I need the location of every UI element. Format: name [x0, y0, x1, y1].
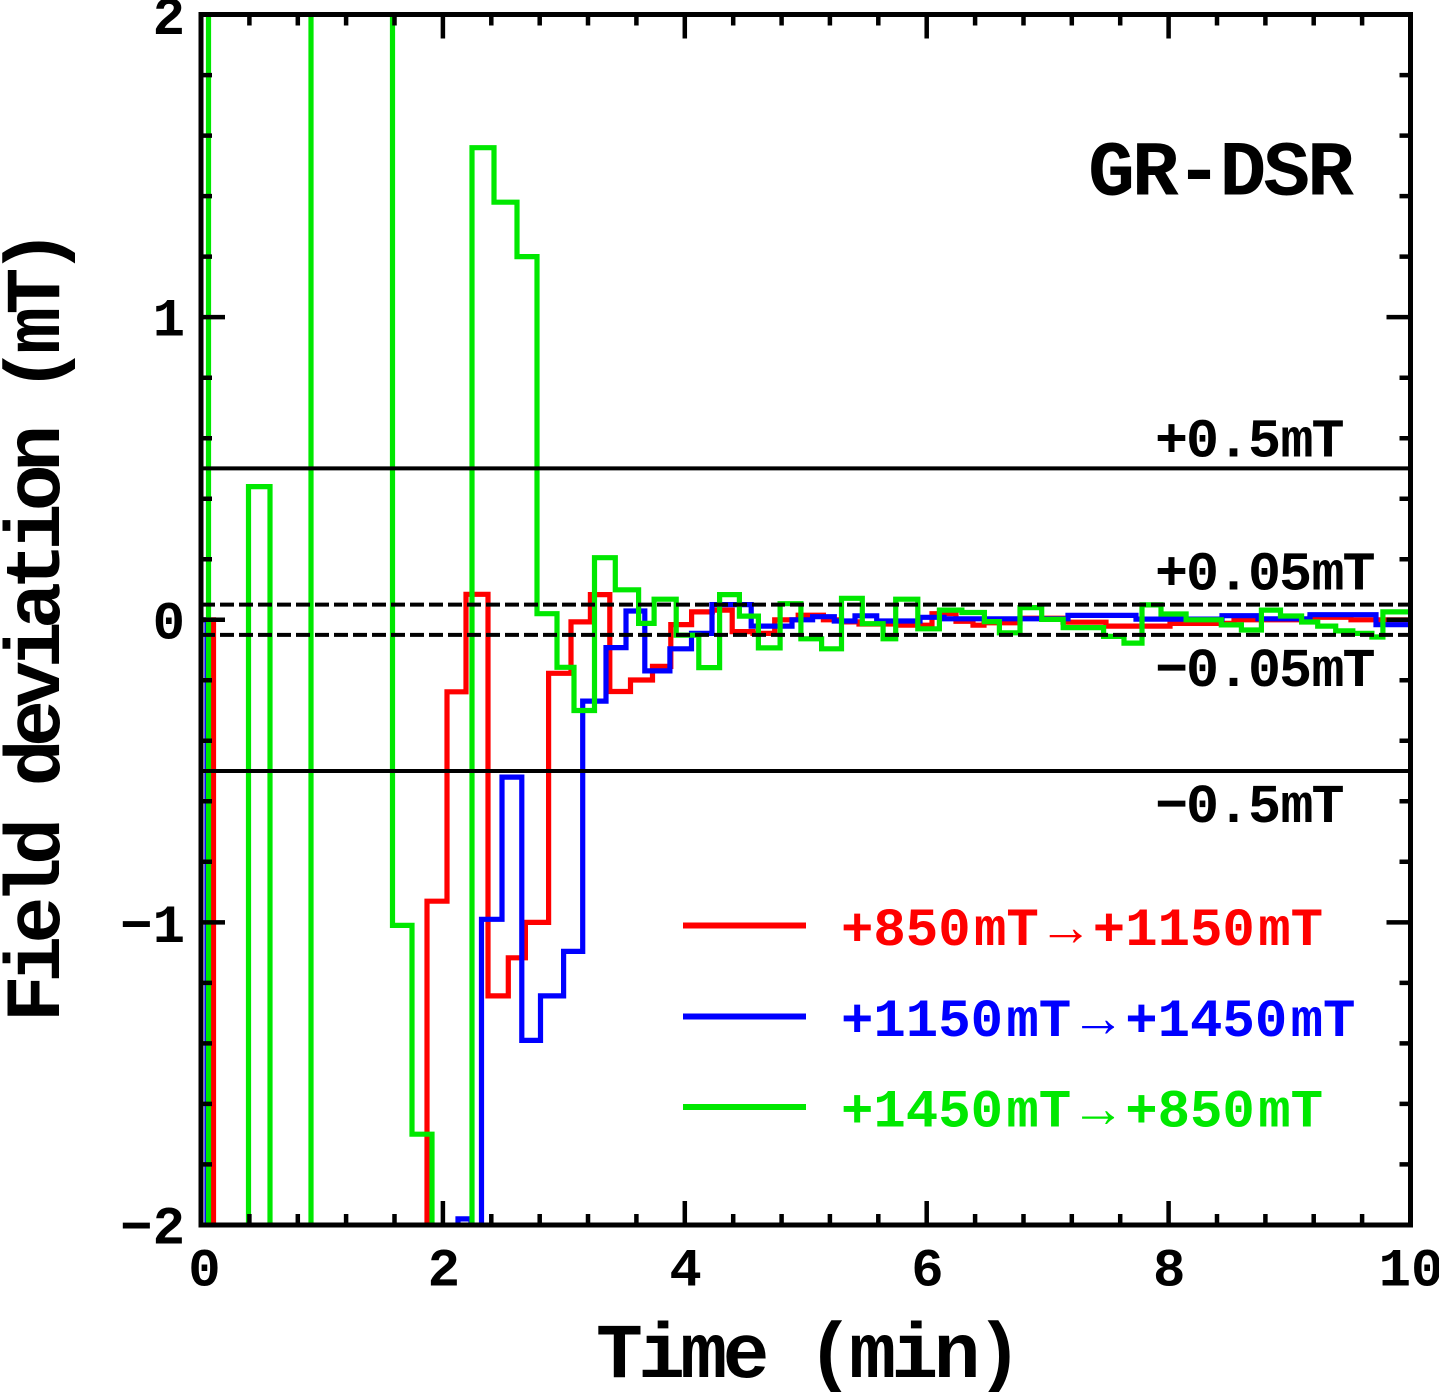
svg-text:8: 8 — [1153, 1242, 1185, 1303]
svg-text:−1: −1 — [120, 898, 185, 959]
svg-text:0: 0 — [153, 594, 185, 655]
svg-text:6: 6 — [911, 1242, 943, 1303]
svg-text:+1150 mT → +1450 mT: +1150 mT → +1450 mT — [841, 992, 1355, 1053]
svg-text:4: 4 — [669, 1242, 701, 1303]
svg-text:1: 1 — [153, 291, 185, 352]
svg-text:+0.05 mT: +0.05 mT — [1155, 544, 1374, 607]
svg-text:Time (min): Time (min) — [596, 1313, 1018, 1392]
svg-text:0: 0 — [188, 1242, 220, 1303]
svg-text:−2: −2 — [120, 1200, 185, 1261]
svg-text:Field deviation (mT): Field deviation (mT) — [0, 236, 83, 1022]
svg-text:2: 2 — [428, 1242, 460, 1303]
svg-text:−0.5 mT: −0.5 mT — [1155, 776, 1343, 839]
svg-text:2: 2 — [153, 0, 185, 51]
svg-text:10: 10 — [1379, 1242, 1439, 1303]
svg-text:+850 mT → +1150 mT: +850 mT → +1150 mT — [841, 901, 1323, 962]
svg-text:+1450 mT → +850 mT: +1450 mT → +850 mT — [841, 1083, 1323, 1144]
svg-text:GR-DSR: GR-DSR — [1088, 131, 1354, 219]
svg-text:−0.05 mT: −0.05 mT — [1155, 640, 1374, 703]
svg-text:+0.5 mT: +0.5 mT — [1155, 411, 1343, 474]
